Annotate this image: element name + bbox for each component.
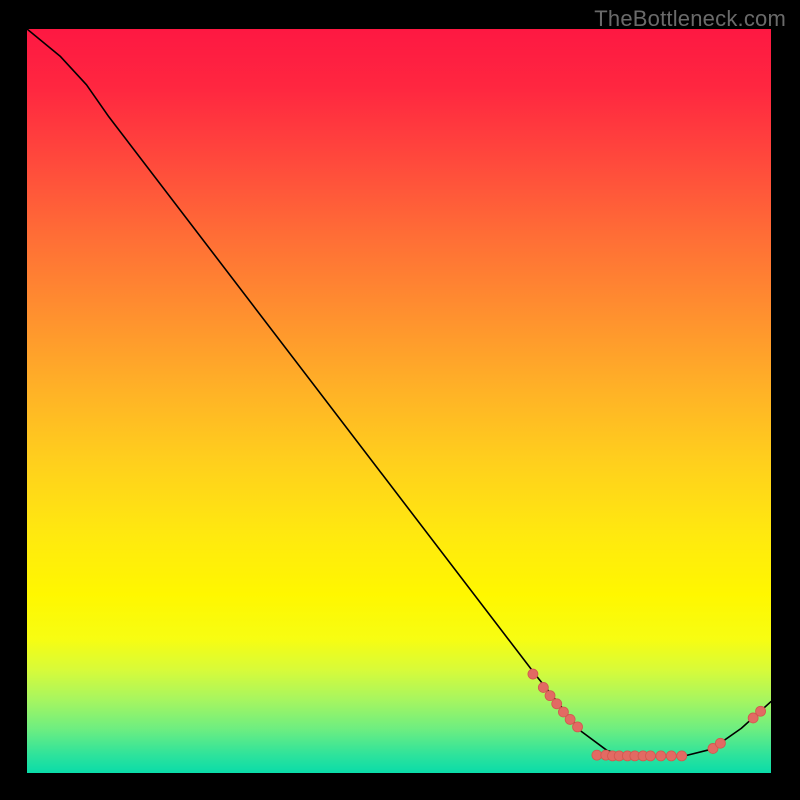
data-marker: [645, 751, 655, 761]
data-marker: [756, 706, 766, 716]
chart-overlay: [27, 29, 771, 773]
data-marker: [552, 699, 562, 709]
data-marker: [677, 751, 687, 761]
data-marker: [538, 682, 548, 692]
data-marker: [565, 714, 575, 724]
data-marker: [666, 751, 676, 761]
data-marker: [573, 722, 583, 732]
plot-area: [27, 29, 771, 773]
data-marker: [545, 691, 555, 701]
data-marker: [715, 738, 725, 748]
main-curve: [27, 29, 771, 757]
marker-group: [528, 669, 766, 761]
chart-root: { "watermark": { "text": "TheBottleneck.…: [0, 0, 800, 800]
data-marker: [592, 750, 602, 760]
data-marker: [656, 751, 666, 761]
watermark-text: TheBottleneck.com: [594, 6, 786, 32]
data-marker: [528, 669, 538, 679]
